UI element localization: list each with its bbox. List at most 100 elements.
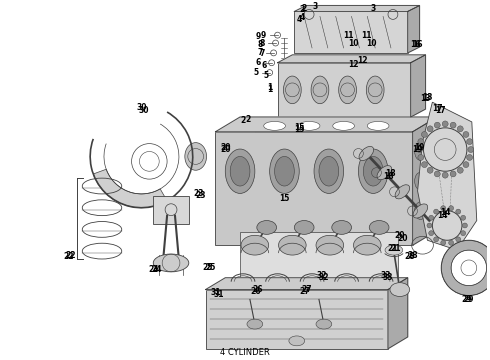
Polygon shape: [93, 169, 167, 208]
Text: 20: 20: [220, 143, 230, 152]
Text: 20: 20: [394, 231, 405, 240]
Bar: [240, 232, 398, 282]
Polygon shape: [417, 102, 477, 250]
Text: 11: 11: [361, 31, 371, 40]
Circle shape: [457, 126, 463, 132]
Text: 4: 4: [296, 15, 302, 24]
FancyBboxPatch shape: [216, 132, 413, 245]
Ellipse shape: [333, 121, 354, 130]
Circle shape: [427, 167, 433, 173]
Circle shape: [461, 215, 465, 220]
Text: 14: 14: [437, 211, 447, 220]
Circle shape: [463, 223, 467, 228]
Circle shape: [442, 172, 448, 178]
Text: 15: 15: [294, 123, 304, 132]
Text: 28: 28: [407, 251, 418, 260]
Text: 29: 29: [462, 295, 472, 304]
Circle shape: [421, 131, 427, 138]
Text: 8: 8: [259, 39, 265, 48]
Ellipse shape: [316, 319, 332, 329]
Ellipse shape: [367, 76, 384, 104]
Ellipse shape: [314, 149, 343, 193]
Text: 29: 29: [464, 295, 474, 304]
Circle shape: [456, 237, 461, 242]
Text: 27: 27: [302, 285, 313, 294]
Circle shape: [427, 223, 432, 228]
Text: 20: 20: [397, 234, 408, 243]
Ellipse shape: [377, 166, 392, 180]
Text: 27: 27: [300, 287, 311, 296]
Circle shape: [434, 237, 439, 242]
Text: 8: 8: [257, 40, 263, 49]
Text: 25: 25: [202, 264, 213, 273]
Polygon shape: [388, 278, 408, 349]
Circle shape: [441, 206, 446, 211]
Circle shape: [429, 215, 434, 220]
Text: 9: 9: [255, 32, 261, 41]
Text: 19: 19: [413, 145, 423, 154]
Ellipse shape: [358, 149, 388, 193]
Circle shape: [461, 231, 465, 236]
Circle shape: [456, 209, 461, 214]
Ellipse shape: [257, 221, 276, 234]
Text: 5: 5: [253, 68, 258, 77]
Ellipse shape: [390, 283, 410, 297]
Polygon shape: [216, 117, 437, 132]
Ellipse shape: [225, 149, 255, 193]
Text: 10: 10: [348, 39, 359, 48]
Circle shape: [434, 122, 440, 128]
Ellipse shape: [289, 336, 305, 346]
Circle shape: [449, 240, 454, 245]
Text: 20: 20: [220, 145, 230, 154]
Ellipse shape: [230, 157, 250, 186]
Ellipse shape: [369, 221, 389, 234]
Circle shape: [466, 154, 472, 161]
Text: 18: 18: [386, 169, 396, 178]
Polygon shape: [411, 55, 425, 117]
Text: 6: 6: [261, 61, 267, 70]
Text: 2: 2: [245, 116, 250, 125]
FancyBboxPatch shape: [205, 289, 388, 349]
Ellipse shape: [332, 221, 351, 234]
Text: 2: 2: [299, 5, 305, 14]
Polygon shape: [408, 5, 419, 53]
Ellipse shape: [316, 235, 343, 255]
Ellipse shape: [264, 121, 286, 130]
Circle shape: [450, 122, 456, 128]
Ellipse shape: [247, 319, 263, 329]
Circle shape: [463, 131, 469, 138]
Ellipse shape: [294, 221, 314, 234]
Text: 24: 24: [151, 265, 162, 274]
Text: 2: 2: [241, 116, 245, 125]
Bar: [153, 196, 189, 224]
Circle shape: [434, 209, 439, 214]
Text: 30: 30: [136, 103, 147, 112]
Text: 24: 24: [148, 265, 159, 274]
Text: 21: 21: [388, 244, 398, 253]
Circle shape: [416, 147, 422, 153]
Text: 3: 3: [313, 2, 318, 11]
Text: 31: 31: [213, 290, 223, 299]
Circle shape: [418, 139, 424, 145]
Text: 22: 22: [63, 252, 74, 261]
Ellipse shape: [298, 121, 320, 130]
Text: 9: 9: [261, 31, 267, 40]
Polygon shape: [294, 5, 419, 12]
Ellipse shape: [339, 76, 356, 104]
Polygon shape: [277, 55, 425, 63]
Polygon shape: [205, 278, 408, 289]
Text: 14: 14: [440, 208, 450, 217]
Text: 30: 30: [138, 105, 148, 114]
Text: 26: 26: [252, 285, 263, 294]
Text: 33: 33: [381, 271, 392, 280]
Text: 18: 18: [383, 172, 393, 181]
Text: 17: 17: [432, 104, 442, 113]
Ellipse shape: [319, 157, 339, 186]
Ellipse shape: [241, 235, 269, 255]
Circle shape: [468, 147, 474, 153]
Text: 23: 23: [194, 189, 204, 198]
Text: 26: 26: [250, 287, 261, 296]
Text: 3: 3: [370, 4, 376, 13]
Text: 10: 10: [366, 39, 376, 48]
FancyBboxPatch shape: [294, 12, 408, 53]
